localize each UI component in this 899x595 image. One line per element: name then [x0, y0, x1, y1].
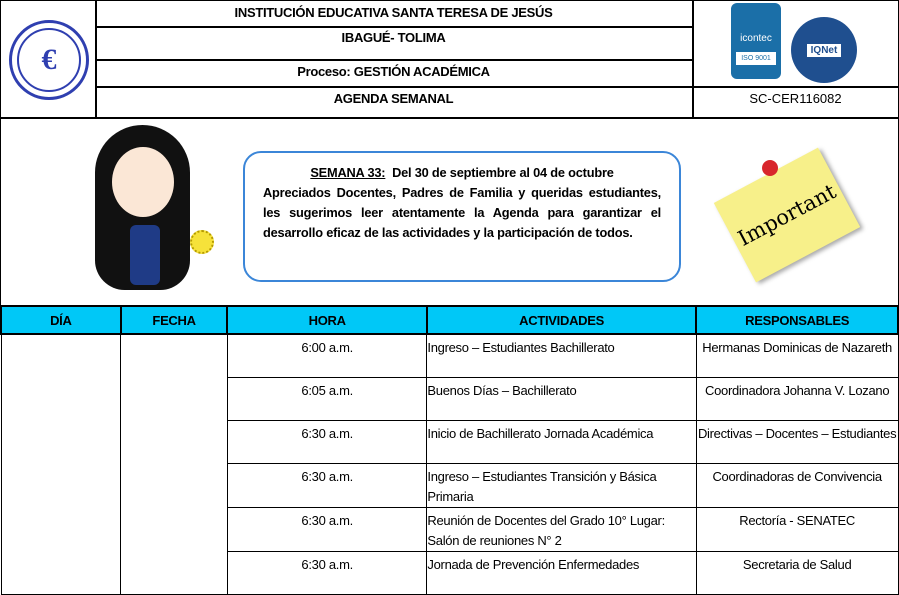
col-dia: DÍA	[0, 305, 122, 335]
actividad-cell: Inicio de Bachillerato Jornada Académica	[426, 419, 697, 464]
girl-illustration	[90, 125, 220, 295]
col-hora: HORA	[226, 305, 428, 335]
responsable-cell: Hermanas Dominicas de Nazareth	[695, 333, 899, 378]
actividad-cell: Ingreso – Estudiantes Bachillerato	[426, 333, 697, 378]
table-row: 6:30 a.m. Inicio de Bachillerato Jornada …	[1, 419, 899, 464]
hora-cell: 6:30 a.m.	[226, 550, 428, 595]
table-row: 6:30 a.m. Ingreso – Estudiantes Transició…	[1, 462, 899, 508]
dia-cell	[0, 333, 122, 595]
divider	[95, 86, 899, 88]
document-title: AGENDA SEMANAL	[333, 91, 454, 106]
responsable-cell: Coordinadoras de Convivencia	[695, 462, 899, 508]
certificate-code: SC-CER116082	[749, 91, 842, 106]
actividad-cell: Reunión de Docentes del Grado 10° Lugar:…	[426, 506, 697, 552]
actividad-cell: Buenos Días – Bachillerato	[426, 376, 697, 421]
hora-cell: 6:30 a.m.	[226, 506, 428, 552]
fecha-cell	[120, 333, 228, 595]
responsable-cell: Coordinadora Johanna V. Lozano	[695, 376, 899, 421]
icontec-logo: icontec ISO 9001	[731, 3, 781, 79]
week-range: Del 30 de septiembre al 04 de octubre	[392, 165, 614, 180]
table-row: 6:00 a.m. Ingreso – Estudiantes Bachiller…	[0, 333, 899, 595]
week-banner: SEMANA 33: Del 30 de septiembre al 04 de…	[243, 151, 681, 282]
hora-cell: 6:05 a.m.	[226, 376, 428, 421]
hora-cell: 6:30 a.m.	[226, 419, 428, 464]
divider	[95, 59, 692, 61]
week-label: SEMANA 33:	[310, 165, 386, 180]
city: IBAGUÉ- TOLIMA	[341, 30, 446, 45]
institution-name: INSTITUCIÓN EDUCATIVA SANTA TERESA DE JE…	[234, 5, 553, 20]
agenda-table: DÍA FECHA HORA ACTIVIDADES RESPONSABLES …	[0, 305, 899, 595]
banner-message: Apreciados Docentes, Padres de Familia y…	[263, 185, 661, 240]
iqnet-logo: IQNet	[791, 17, 857, 83]
actividad-cell: Jornada de Prevención Enfermedades	[426, 550, 697, 595]
divider	[95, 26, 692, 28]
col-actividades: ACTIVIDADES	[425, 305, 698, 335]
hora-cell: 6:30 a.m.	[226, 462, 428, 508]
actividad-cell: Ingreso – Estudiantes Transición y Básic…	[426, 462, 697, 508]
divider	[692, 0, 694, 119]
process: Proceso: GESTIÓN ACADÉMICA	[297, 64, 490, 79]
responsable-cell: Rectoría - SENATEC	[695, 506, 899, 552]
hora-cell: 6:00 a.m.	[226, 333, 428, 378]
responsable-cell: Directivas – Docentes – Estudiantes	[695, 419, 899, 464]
school-logo: €	[9, 20, 89, 100]
table-row: 6:30 a.m. Reunión de Docentes del Grado 1…	[1, 506, 899, 552]
table-row: 6:05 a.m. Buenos Días – Bachillerato Coord…	[1, 376, 899, 421]
pin-icon	[762, 160, 778, 176]
responsable-cell: Secretaria de Salud	[695, 550, 899, 595]
col-responsables: RESPONSABLES	[695, 305, 899, 335]
col-fecha: FECHA	[119, 305, 229, 335]
